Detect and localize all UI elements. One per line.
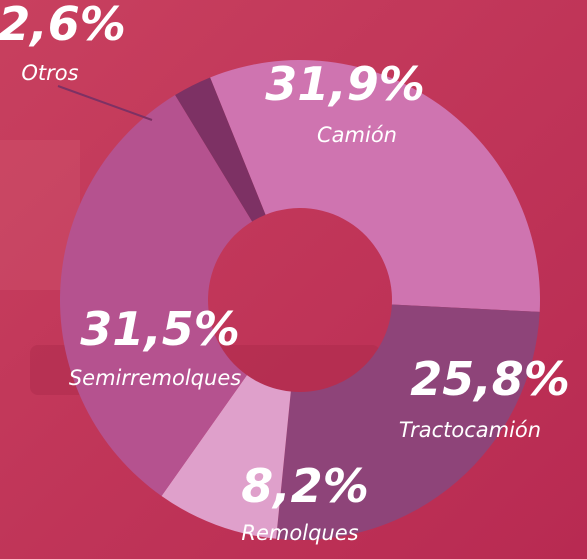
- value-label: 25,8%: [410, 352, 570, 406]
- donut: [59, 60, 540, 540]
- category-label: Semirremolques: [69, 366, 241, 390]
- slice: [175, 77, 266, 222]
- value-label: 31,9%: [265, 57, 425, 111]
- category-label: Otros: [21, 61, 78, 85]
- value-label: 8,2%: [241, 459, 369, 513]
- leader-line: [57, 85, 153, 121]
- category-label: Remolques: [241, 521, 358, 545]
- category-label: Tractocamión: [399, 418, 541, 442]
- value-label: 31,5%: [80, 302, 240, 356]
- value-label: 2,6%: [0, 0, 126, 51]
- slice: [161, 375, 291, 539]
- slice: [59, 95, 253, 497]
- category-label: Camión: [317, 123, 397, 147]
- slice: [210, 60, 540, 312]
- slice: [276, 304, 540, 540]
